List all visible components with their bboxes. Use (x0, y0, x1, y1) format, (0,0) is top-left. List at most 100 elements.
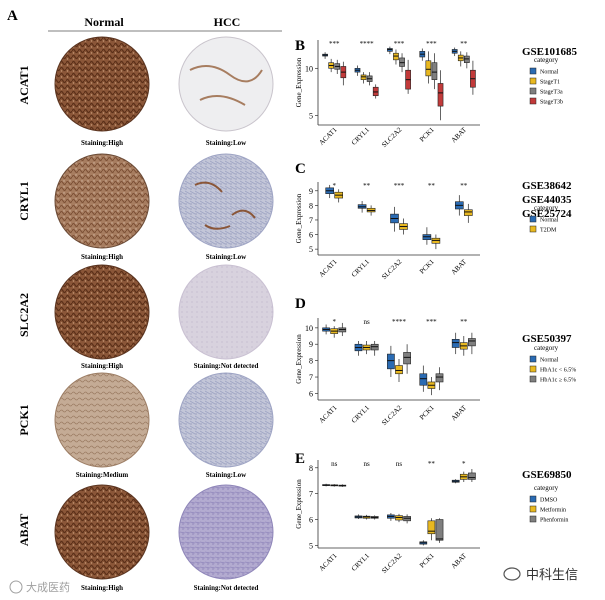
ihc-hcc-cryl1-stain (194, 181, 256, 230)
watermark-left-icon (9, 580, 23, 594)
x-tick-label: CRYL1 (350, 403, 371, 424)
x-tick-label: ABAT (450, 257, 469, 276)
legend-swatch (529, 375, 537, 383)
y-tick-label: 9 (309, 340, 313, 349)
box-cryl1-0 (354, 514, 363, 520)
box-cryl1-2 (370, 515, 379, 520)
x-tick-label: PCK1 (418, 257, 436, 275)
staining-hcc-slc2a2: Staining:Not detected (194, 362, 259, 370)
y-tick-label: 10 (305, 64, 313, 73)
x-tick-label: ACAT1 (318, 551, 339, 572)
legend-swatch (529, 355, 537, 363)
dataset-title: GSE101685 (522, 46, 578, 58)
x-tick-label: ACAT1 (318, 257, 339, 278)
dataset-title: GSE69850 (522, 469, 572, 481)
legend-swatch (529, 215, 537, 223)
box-iqr (395, 365, 403, 375)
x-tick-label: SLC2A2 (380, 257, 404, 281)
legend-label: StageT3a (540, 90, 563, 96)
legend-label: Metformin (540, 507, 566, 514)
staining-normal-acat1: Staining:High (81, 139, 123, 147)
x-tick-label: SLC2A2 (380, 125, 404, 149)
legend-label: Normal (540, 218, 559, 224)
y-axis-label: Gene_Expression (295, 193, 303, 243)
box-pck1-2 (435, 518, 444, 543)
box-iqr (403, 352, 411, 365)
box-slc2a2-2 (399, 53, 405, 73)
panel-a: A Normal HCC ACAT1 Staining:High Stainin… (7, 8, 282, 592)
panel-letter: D (295, 296, 306, 312)
watermark-right-text: 中科生信 (526, 568, 578, 583)
box-pck1-1 (425, 51, 432, 84)
legend-label: StageT3b (540, 100, 563, 106)
y-tick-label: 8 (309, 357, 313, 366)
staining-hcc-abat: Staining:Not detected (194, 584, 259, 592)
box-abat-1 (457, 51, 464, 67)
box-cryl1-0 (354, 340, 363, 356)
box-acat1-1 (330, 484, 339, 487)
y-axis-label: Gene_Expression (295, 57, 303, 107)
box-slc2a2-1 (399, 218, 408, 235)
box-slc2a2-1 (395, 513, 403, 523)
significance-label: ** (363, 182, 371, 190)
box-cryl1-1 (360, 72, 367, 84)
box-iqr (435, 373, 444, 383)
box-abat-2 (463, 52, 470, 69)
box-abat-0 (451, 479, 460, 484)
y-tick-label: 7 (309, 490, 313, 499)
box-acat1-3 (340, 61, 347, 86)
legend-swatch (529, 505, 537, 513)
significance-label: *** (426, 40, 437, 48)
panel-letter: C (295, 161, 306, 177)
staining-normal-cryl1: Staining:High (81, 253, 123, 261)
column-hcc-header: HCC (214, 15, 241, 29)
significance-label: **** (392, 318, 407, 326)
box-iqr (425, 60, 432, 77)
box-pck1-0 (419, 540, 428, 546)
box-iqr (468, 472, 476, 480)
box-slc2a2-3 (405, 59, 411, 94)
box-cryl1-0 (354, 65, 361, 76)
box-cryl1-2 (366, 72, 373, 86)
y-tick-label: 7 (309, 373, 313, 382)
staining-normal-slc2a2: Staining:High (81, 362, 123, 370)
box-iqr (427, 520, 436, 535)
x-tick-label: ACAT1 (318, 125, 339, 146)
dataset-title: GSE44035 (522, 194, 572, 206)
significance-label: ** (460, 318, 468, 326)
box-cryl1-2 (370, 340, 379, 356)
box-iqr (451, 339, 460, 348)
y-tick-label: 8 (309, 201, 313, 210)
box-iqr (387, 353, 395, 370)
x-tick-label: SLC2A2 (380, 403, 404, 427)
significance-label: * (332, 182, 336, 190)
box-acat1-0 (325, 184, 335, 199)
ihc-hcc-slc2a2 (178, 264, 274, 360)
box-pck1-2 (435, 367, 444, 391)
legend-swatch (529, 67, 537, 75)
significance-label: *** (394, 40, 405, 48)
watermark-left: 大成医药 (9, 580, 70, 594)
staining-normal-abat: Staining:High (81, 584, 123, 592)
box-iqr (419, 373, 428, 386)
ihc-normal-slc2a2 (54, 264, 150, 360)
box-pck1-2 (431, 53, 438, 90)
significance-label: ** (460, 182, 468, 190)
legend-label: DMSO (540, 498, 558, 504)
box-pck1-0 (422, 227, 432, 245)
box-acat1-0 (322, 483, 330, 487)
dataset-title: GSE50397 (522, 333, 572, 345)
significance-label: ns (363, 460, 370, 468)
box-acat1-1 (330, 326, 339, 338)
significance-label: **** (360, 40, 375, 48)
box-cryl1-1 (366, 205, 376, 216)
box-abat-1 (459, 336, 468, 356)
staining-hcc-cryl1: Staining:Low (206, 253, 247, 261)
watermark-left-text: 大成医药 (26, 580, 70, 594)
x-tick-label: PCK1 (418, 403, 436, 421)
box-cryl1-1 (362, 340, 371, 355)
box-abat-2 (468, 332, 476, 355)
column-normal-header: Normal (84, 15, 124, 29)
legend-label: StageT1 (540, 80, 560, 86)
